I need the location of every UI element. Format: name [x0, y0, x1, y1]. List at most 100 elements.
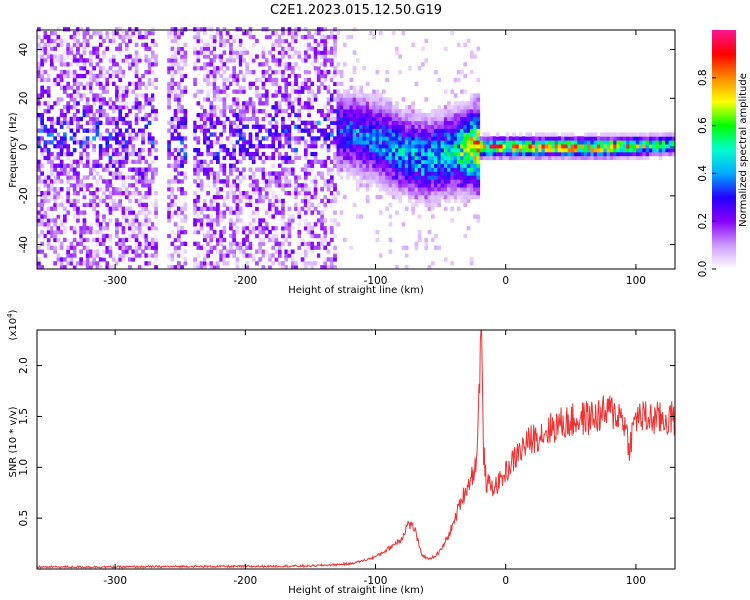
heatmap-cell — [59, 42, 64, 47]
heatmap-cell — [124, 101, 129, 106]
heatmap-cell — [499, 140, 503, 145]
heatmap-cell — [76, 38, 80, 44]
heatmap-cell — [277, 245, 282, 250]
heatmap-cell — [417, 109, 422, 114]
heatmap-cell — [121, 58, 126, 63]
heatmap-cell — [209, 214, 214, 219]
heatmap-cell — [261, 93, 266, 98]
heatmap-cell — [37, 62, 41, 67]
heatmap-cell — [56, 230, 61, 235]
heatmap-cell — [404, 191, 409, 196]
heatmap-cell — [395, 109, 399, 114]
heatmap-cell — [105, 187, 110, 192]
heatmap-cell — [69, 253, 74, 258]
heatmap-cell — [404, 171, 409, 176]
heatmap-cell — [150, 105, 155, 110]
heatmap-cell — [297, 155, 302, 161]
heatmap-cell — [225, 206, 230, 211]
heatmap-cell — [408, 112, 412, 118]
heatmap-cell — [72, 58, 77, 63]
heatmap-cell — [385, 187, 389, 192]
heatmap-cell — [219, 66, 223, 71]
heatmap-cell — [111, 265, 116, 270]
heatmap-cell — [512, 151, 516, 157]
heatmap-cell — [115, 62, 119, 67]
heatmap-cell — [404, 183, 409, 188]
heatmap-cell — [261, 151, 266, 157]
heatmap-cell — [463, 116, 468, 122]
heatmap-cell — [544, 144, 549, 149]
heatmap-cell — [59, 167, 64, 172]
heatmap-cell — [639, 140, 643, 145]
heatmap-cell — [232, 81, 236, 86]
heatmap-cell — [98, 132, 103, 137]
heatmap-cell — [261, 226, 266, 231]
heatmap-cell — [134, 27, 139, 32]
heatmap-cell — [349, 124, 354, 129]
heatmap-cell — [313, 151, 318, 157]
heatmap-cell — [437, 136, 442, 141]
heatmap-cell — [544, 151, 549, 157]
heatmap-cell — [473, 128, 477, 133]
heatmap-cell — [388, 136, 393, 141]
heatmap-cell — [606, 155, 611, 161]
heatmap-cell — [463, 191, 468, 196]
heatmap-cell — [401, 116, 406, 122]
heatmap-cell — [238, 89, 243, 94]
heatmap-cell — [206, 261, 210, 266]
heatmap-cell — [320, 171, 324, 176]
heatmap-cell — [346, 116, 350, 122]
heatmap-cell — [76, 101, 80, 106]
heatmap-cell — [294, 194, 298, 200]
heatmap-cell — [193, 222, 197, 227]
heatmap-cell — [320, 34, 324, 40]
heatmap-cell — [369, 124, 373, 129]
heatmap-cell — [206, 140, 210, 145]
heatmap-cell — [196, 218, 201, 223]
heatmap-cell — [391, 136, 396, 141]
heatmap-cell — [443, 109, 448, 114]
heatmap-cell — [242, 132, 246, 137]
heatmap-cell — [349, 128, 354, 133]
heatmap-cell — [375, 101, 380, 106]
heatmap-cell — [102, 112, 106, 118]
heatmap-cell — [193, 132, 197, 137]
heatmap-cell — [59, 54, 64, 59]
heatmap-cell — [92, 136, 96, 141]
heatmap-cell — [271, 245, 276, 250]
heatmap-cell — [193, 93, 197, 98]
heatmap-cell — [303, 187, 308, 192]
heatmap-cell — [333, 257, 337, 262]
heatmap-cell — [349, 77, 354, 83]
heatmap-cell — [209, 241, 214, 246]
heatmap-cell — [128, 237, 132, 243]
heatmap-cell — [85, 159, 90, 164]
heatmap-cell — [421, 120, 425, 125]
heatmap-cell — [46, 183, 51, 188]
heatmap-cell — [369, 97, 373, 102]
heatmap-cell — [206, 218, 210, 223]
heatmap-cell — [206, 171, 210, 176]
heatmap-cell — [460, 179, 464, 184]
heatmap-cell — [443, 191, 448, 196]
heatmap-cell — [40, 89, 44, 94]
heatmap-cell — [147, 62, 152, 67]
heatmap-cell — [255, 198, 259, 204]
heatmap-cell — [320, 175, 324, 180]
heatmap-cell — [82, 202, 87, 207]
heatmap-cell — [72, 253, 77, 258]
heatmap-cell — [434, 155, 438, 161]
heatmap-cell — [303, 261, 308, 266]
heatmap-cell — [82, 93, 87, 98]
heatmap-cell — [121, 214, 126, 219]
heatmap-cell — [404, 265, 409, 270]
heatmap-cell — [609, 155, 614, 161]
heatmap-cell — [209, 233, 214, 239]
heatmap-cell — [378, 253, 383, 258]
heatmap-cell — [203, 214, 207, 219]
heatmap-cell — [382, 183, 386, 188]
heatmap-cell — [284, 101, 289, 106]
heatmap-cell — [359, 116, 363, 122]
heatmap-cell — [124, 148, 129, 153]
heatmap-cell — [180, 62, 184, 67]
